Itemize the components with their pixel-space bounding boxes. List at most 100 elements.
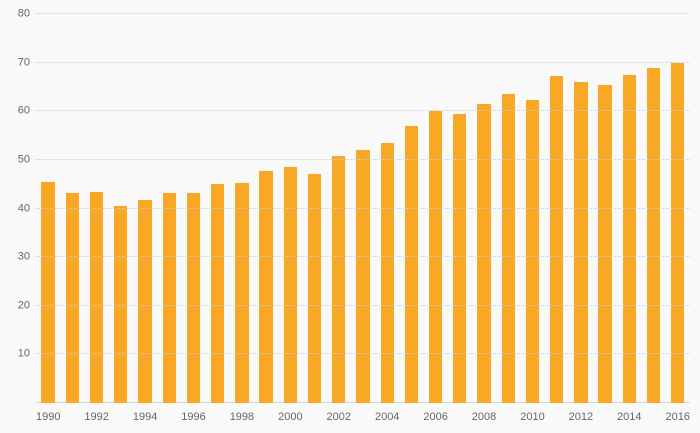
bar-2006 (428, 111, 443, 403)
bar-slot-2008 (472, 14, 496, 403)
bar-2002 (332, 156, 346, 403)
x-tick-label-2002: 2002 (326, 411, 352, 423)
bar-1994 (138, 199, 152, 403)
bar-2005 (404, 125, 419, 403)
bar-slot-1998 (230, 14, 254, 403)
bar-2010 (525, 100, 540, 403)
x-tick-label-1992: 1992 (84, 411, 109, 423)
x-tick-label-2006: 2006 (423, 411, 448, 423)
x-tick-label-2001 (303, 411, 327, 427)
bar-slot-1991 (60, 14, 84, 403)
x-tick-label-1990: 1990 (36, 411, 61, 423)
bar-slot-2012 (569, 14, 593, 403)
bar-2004 (380, 142, 394, 403)
bar-slot-1995 (157, 14, 181, 403)
bar-2008 (477, 103, 491, 403)
bar-2009 (501, 94, 515, 403)
y-tick-label-50: 50 (17, 153, 30, 166)
x-tick-label-1993 (109, 411, 133, 427)
gridline-y-30 (36, 256, 690, 258)
x-tick-label-1998: 1998 (229, 411, 255, 423)
bar-slot-2000 (278, 14, 302, 403)
gridline-y-40 (36, 207, 690, 209)
x-tick-label-1997 (206, 411, 230, 427)
bar-slot-2011 (545, 14, 569, 403)
x-tick-label-1996: 1996 (181, 411, 206, 423)
bar-1995 (162, 192, 176, 403)
bar-2014 (622, 74, 637, 403)
bar-slot-2014 (617, 14, 641, 403)
bar-slot-2002 (327, 14, 351, 403)
y-tick-label-60: 60 (17, 104, 30, 117)
x-tick-label-2009 (496, 411, 520, 427)
bar-slot-2010 (520, 14, 544, 403)
gridline-y-20 (36, 304, 690, 306)
x-tick-label-2015 (642, 411, 666, 427)
bar-slot-1990 (36, 14, 60, 403)
bar-slot-2004 (375, 14, 399, 403)
bar-1999 (259, 170, 273, 403)
x-tick-label-1994: 1994 (132, 411, 158, 423)
x-tick-label-1995 (157, 411, 181, 427)
bar-1996 (186, 192, 201, 403)
bar-slot-2006 (424, 14, 448, 403)
bar-slot-1993 (109, 14, 133, 403)
bar-slot-1992 (84, 14, 108, 403)
bar-slot-2001 (302, 14, 326, 403)
x-tick-label-2003 (351, 411, 375, 427)
bar-slot-1994 (133, 14, 157, 403)
y-tick-label-40: 40 (17, 202, 30, 214)
x-tick-label-2005 (399, 411, 423, 427)
bar-2016 (671, 62, 685, 403)
x-tick-label-2012: 2012 (568, 411, 594, 423)
bar-slot-1999 (254, 14, 278, 403)
bar-slot-2007 (448, 14, 472, 403)
y-tick-label-80: 80 (17, 7, 30, 20)
bar-2011 (550, 75, 564, 403)
bar-slot-1996 (181, 14, 205, 403)
gridline-y-50 (36, 158, 690, 160)
gridline-y-80 (36, 13, 690, 14)
x-tick-label-1991 (60, 411, 84, 427)
x-tick-label-1999 (254, 411, 278, 427)
bar-slot-2009 (496, 14, 520, 403)
x-tick-label-2013 (593, 411, 617, 427)
bar-2013 (598, 85, 612, 403)
bar-slot-2016 (666, 14, 690, 403)
x-tick-label-2010: 2010 (520, 411, 545, 423)
plot-area: 10 20 30 40 50 60 70 80 (18, 8, 690, 403)
x-tick-label-2011 (545, 411, 569, 427)
x-tick-label-2004: 2004 (374, 411, 400, 423)
bar-1991 (65, 192, 79, 403)
bar-1990 (41, 181, 55, 403)
bar-slot-2015 (641, 14, 665, 403)
bar-slot-2003 (351, 14, 375, 403)
bar-1998 (235, 182, 249, 403)
bar-slot-1997 (206, 14, 230, 403)
bar-1992 (89, 192, 104, 403)
bar-2007 (453, 113, 467, 403)
x-tick-label-2007 (448, 411, 472, 427)
bar-2003 (356, 150, 370, 403)
bar-1997 (210, 184, 225, 403)
bar-series (36, 14, 690, 403)
y-tick-label-70: 70 (17, 56, 30, 69)
x-tick-label-2000: 2000 (278, 411, 303, 423)
bar-2000 (283, 167, 297, 403)
gridline-y-70 (36, 61, 690, 63)
y-tick-label-30: 30 (17, 250, 30, 263)
gridline-y-10 (36, 353, 690, 355)
bar-2015 (646, 67, 661, 403)
x-tick-label-2016: 2016 (665, 411, 690, 423)
x-tick-label-2014: 2014 (617, 411, 642, 423)
gridline-y-60 (36, 110, 690, 112)
bar-slot-2005 (399, 14, 423, 403)
x-tick-label-2008: 2008 (471, 411, 497, 423)
bar-2012 (574, 82, 588, 403)
y-tick-label-10: 10 (17, 347, 30, 360)
bar-slot-2013 (593, 14, 617, 403)
x-axis-labels: 1990 1992 1994 1996 1998 2000 2002 2004 2006 2008… (36, 411, 690, 427)
bar-2001 (307, 174, 322, 403)
y-tick-label-20: 20 (17, 299, 30, 312)
